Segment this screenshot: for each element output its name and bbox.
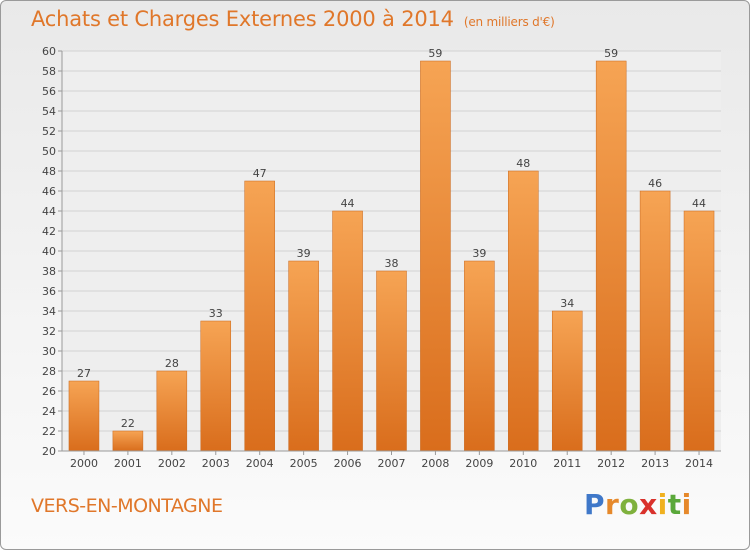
x-tick-label: 2013	[641, 457, 669, 470]
logo-letter: i	[681, 488, 692, 521]
data-label: 33	[209, 307, 223, 320]
y-tick-label: 24	[42, 405, 56, 418]
bar	[376, 270, 407, 452]
bar	[420, 60, 451, 452]
x-tick-label: 2004	[246, 457, 274, 470]
y-axis-tick-labels: 20 22 24 26 28 30 32 34 36 38 40 42 44 46 48 50 52 54 56 58…	[42, 45, 56, 458]
y-tick-label: 22	[42, 425, 56, 438]
bar	[288, 260, 319, 452]
data-label: 44	[341, 197, 355, 210]
x-tick-label: 2008	[421, 457, 449, 470]
x-tick-label: 2000	[70, 457, 98, 470]
proxiti-logo: Proxiti	[584, 488, 692, 521]
data-label: 27	[77, 367, 91, 380]
y-tick-label: 58	[42, 65, 56, 78]
y-tick-label: 42	[42, 225, 56, 238]
y-tick-label: 56	[42, 85, 56, 98]
data-label: 28	[165, 357, 179, 370]
logo-letter: t	[667, 488, 682, 521]
bar	[332, 210, 363, 452]
bar	[683, 210, 715, 452]
bar	[112, 430, 144, 452]
x-axis-tick-labels: 2000 2001 2002 2003 2004 2005 2006 2007 2008 2009…	[70, 451, 713, 470]
bars	[68, 60, 715, 452]
logo-letter: r	[605, 488, 620, 521]
bar	[244, 180, 275, 452]
bar	[551, 310, 583, 452]
x-tick-label: 2001	[114, 457, 142, 470]
commune-name: VERS-EN-MONTAGNE	[31, 495, 223, 517]
x-tick-label: 2006	[334, 457, 362, 470]
x-tick-label: 2002	[158, 457, 186, 470]
data-label: 39	[472, 247, 486, 260]
x-tick-label: 2014	[685, 457, 713, 470]
x-tick-label: 2007	[378, 457, 406, 470]
chart-title-text: Achats et Charges Externes 2000 à 2014	[31, 7, 454, 31]
bar	[200, 320, 232, 452]
logo-letter: i	[657, 488, 668, 521]
y-tick-label: 48	[42, 165, 56, 178]
data-label: 46	[648, 177, 662, 190]
bar	[464, 260, 495, 452]
logo-letter: x	[639, 488, 658, 521]
x-tick-label: 2010	[509, 457, 537, 470]
y-tick-label: 44	[42, 205, 56, 218]
y-tick-label: 54	[42, 105, 56, 118]
x-tick-label: 2011	[553, 457, 581, 470]
y-tick-label: 38	[42, 265, 56, 278]
data-label: 34	[560, 297, 574, 310]
x-tick-label: 2005	[290, 457, 318, 470]
x-tick-label: 2003	[202, 457, 230, 470]
data-label: 22	[121, 417, 135, 430]
data-label: 44	[692, 197, 706, 210]
data-label: 39	[297, 247, 311, 260]
y-tick-label: 34	[42, 305, 56, 318]
x-tick-label: 2009	[465, 457, 493, 470]
y-tick-label: 30	[42, 345, 56, 358]
y-tick-label: 52	[42, 125, 56, 138]
y-tick-label: 40	[42, 245, 56, 258]
y-tick-label: 46	[42, 185, 56, 198]
y-tick-label: 20	[42, 445, 56, 458]
y-tick-label: 32	[42, 325, 56, 338]
data-label: 47	[253, 167, 267, 180]
chart-title: Achats et Charges Externes 2000 à 2014 (e…	[31, 7, 555, 31]
data-label: 59	[428, 47, 442, 60]
bar	[68, 380, 100, 452]
data-label: 59	[604, 47, 618, 60]
bar	[508, 170, 539, 452]
bar	[639, 190, 671, 452]
y-tick-label: 60	[42, 45, 56, 58]
logo-letter: P	[584, 488, 606, 521]
y-tick-label: 26	[42, 385, 56, 398]
data-label: 48	[516, 157, 530, 170]
y-tick-label: 36	[42, 285, 56, 298]
x-tick-label: 2012	[597, 457, 625, 470]
logo-letter: o	[619, 488, 640, 521]
bar	[595, 60, 627, 452]
bar	[156, 370, 188, 452]
y-tick-label: 50	[42, 145, 56, 158]
data-label: 38	[385, 257, 399, 270]
y-tick-label: 28	[42, 365, 56, 378]
data-labels: 27 22 28 33 47 39 44 38 59 39 48 34 59 46 44	[77, 47, 706, 430]
chart-subtitle: (en milliers d'€)	[463, 15, 555, 29]
